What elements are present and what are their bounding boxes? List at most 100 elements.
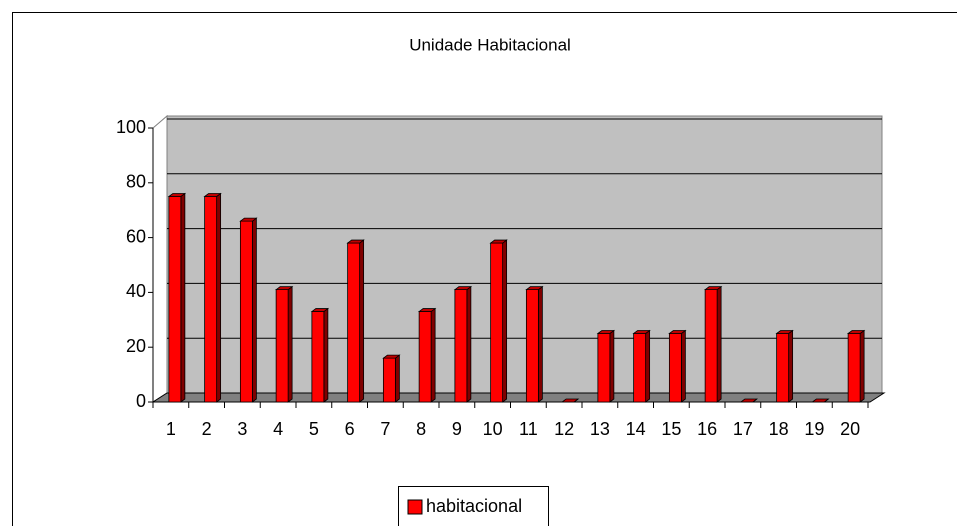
x-tick-label: 3 bbox=[237, 419, 247, 439]
bar-face bbox=[680, 329, 686, 403]
bar bbox=[525, 285, 544, 403]
bar-face bbox=[417, 308, 437, 312]
bar-face bbox=[788, 329, 794, 403]
bar-face bbox=[382, 354, 401, 359]
bar-face bbox=[251, 217, 257, 403]
bar-face bbox=[310, 308, 330, 312]
bar-face bbox=[454, 289, 468, 403]
bar bbox=[668, 329, 687, 403]
x-tick-label: 2 bbox=[202, 419, 212, 439]
x-tick-label: 5 bbox=[309, 419, 319, 439]
bar bbox=[775, 329, 794, 403]
bar-face bbox=[239, 220, 253, 403]
legend bbox=[398, 486, 549, 526]
legend-swatch bbox=[407, 499, 423, 515]
x-tick-label: 6 bbox=[345, 419, 355, 439]
x-tick-label: 17 bbox=[733, 419, 753, 439]
bar bbox=[453, 285, 473, 403]
bar-face bbox=[359, 239, 365, 403]
bar bbox=[346, 239, 365, 403]
bar bbox=[846, 329, 866, 403]
bar-face bbox=[311, 311, 325, 403]
bar bbox=[417, 307, 437, 403]
bar-face bbox=[382, 357, 396, 403]
x-tick-label: 8 bbox=[416, 419, 426, 439]
floor bbox=[151, 392, 886, 403]
y-tick-label: 60 bbox=[126, 226, 146, 246]
bar bbox=[239, 217, 258, 403]
x-tick-label: 4 bbox=[273, 419, 283, 439]
x-tick-label: 1 bbox=[166, 419, 176, 439]
bar-face bbox=[668, 330, 687, 334]
x-tick-label: 12 bbox=[554, 419, 574, 439]
bar bbox=[310, 307, 330, 403]
bar-face bbox=[811, 398, 830, 403]
bar-face bbox=[645, 329, 651, 403]
bar-face bbox=[489, 239, 508, 244]
bar bbox=[811, 398, 830, 403]
bar-face bbox=[466, 285, 472, 403]
bar-face bbox=[704, 289, 718, 403]
bar-face bbox=[216, 192, 222, 403]
bar-face bbox=[775, 330, 794, 334]
x-tick-label: 18 bbox=[769, 419, 789, 439]
bar-face bbox=[490, 242, 504, 403]
bar-face bbox=[274, 286, 294, 291]
x-tick-label: 13 bbox=[590, 419, 610, 439]
bar-face bbox=[287, 285, 293, 403]
x-tick-label: 19 bbox=[804, 419, 824, 439]
bar bbox=[382, 354, 401, 403]
bar-face bbox=[716, 285, 722, 403]
bar-face bbox=[346, 239, 365, 244]
bar-face bbox=[633, 333, 647, 403]
x-tick-label: 16 bbox=[697, 419, 717, 439]
legend-label: habitacional bbox=[426, 496, 522, 516]
bar-face bbox=[347, 242, 361, 403]
bar-face bbox=[596, 330, 616, 334]
bar-face bbox=[453, 286, 473, 291]
bar bbox=[739, 398, 759, 403]
bar-face bbox=[168, 196, 182, 403]
x-tick-label: 15 bbox=[661, 419, 681, 439]
x-tick-label: 20 bbox=[840, 419, 860, 439]
bar-face bbox=[776, 333, 790, 403]
x-tick-label: 14 bbox=[626, 419, 646, 439]
bar-face bbox=[597, 333, 611, 403]
bar-face bbox=[525, 289, 539, 403]
bar-face bbox=[537, 285, 543, 403]
bar-face bbox=[859, 329, 865, 403]
bar-face bbox=[632, 330, 651, 334]
bar-face bbox=[203, 193, 222, 197]
bar-face bbox=[847, 333, 861, 403]
bar bbox=[596, 329, 616, 403]
bar-face bbox=[204, 196, 218, 403]
bar-face bbox=[418, 311, 432, 403]
bar-face bbox=[239, 217, 258, 222]
bar-face bbox=[275, 289, 289, 403]
bar bbox=[632, 329, 651, 403]
bar-face bbox=[560, 398, 580, 403]
bar bbox=[167, 192, 187, 403]
chart-title: Unidade Habitacional bbox=[409, 35, 571, 54]
bar-face bbox=[703, 286, 723, 291]
x-tick-label: 10 bbox=[483, 419, 503, 439]
bar bbox=[703, 285, 723, 403]
bar bbox=[274, 285, 294, 403]
y-tick-label: 80 bbox=[126, 172, 146, 192]
y-tick-label: 0 bbox=[136, 391, 146, 411]
y-tick-label: 100 bbox=[116, 117, 146, 137]
bar-face bbox=[668, 333, 682, 403]
bar-face bbox=[739, 398, 759, 403]
bar-face bbox=[323, 307, 329, 403]
y-tick-label: 20 bbox=[126, 336, 146, 356]
side-wall bbox=[152, 114, 168, 403]
bar-face bbox=[167, 193, 187, 197]
back-wall bbox=[166, 115, 883, 394]
bar-face bbox=[525, 286, 544, 291]
bar bbox=[560, 398, 580, 403]
bar-face bbox=[180, 192, 186, 403]
bar-face bbox=[394, 354, 400, 403]
bar bbox=[489, 239, 508, 403]
